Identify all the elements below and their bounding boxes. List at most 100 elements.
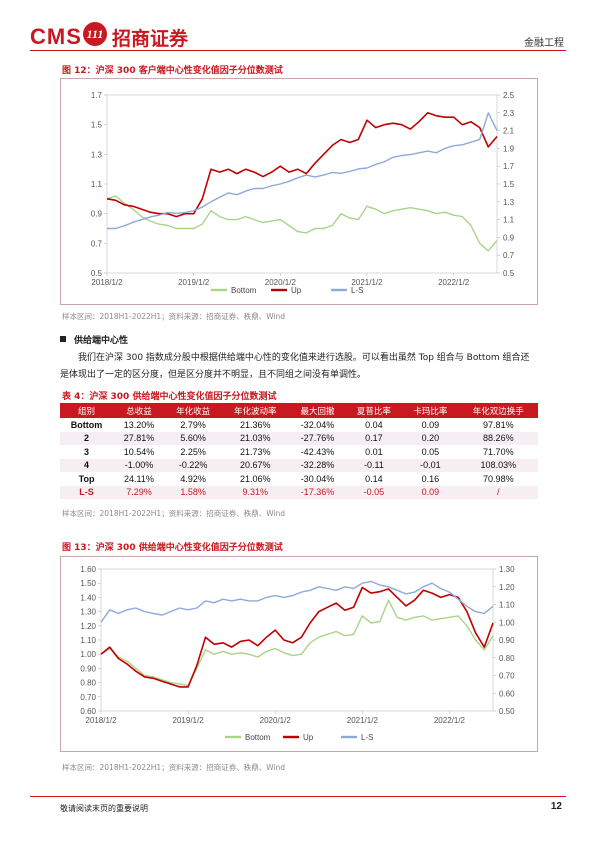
table-cell: -0.01 <box>402 458 459 472</box>
table-cell: 10.54% <box>123 446 155 457</box>
y-left-tick-label: 1.7 <box>91 91 103 100</box>
y-right-tick-label: 1.9 <box>503 144 515 153</box>
y-right-tick-label: 1.3 <box>503 198 515 207</box>
table-cell: -1.00% <box>113 458 165 472</box>
y-right-tick-label: 0.60 <box>499 689 515 698</box>
y-left-tick-label: 1.5 <box>91 121 103 130</box>
table-cell: 2.79% <box>180 419 206 430</box>
y-left-tick-label: 0.80 <box>80 679 96 688</box>
y-left-tick-label: 1.30 <box>80 608 96 617</box>
y-left-tick-label: 1.40 <box>80 593 96 602</box>
section-heading: 供给端中心性 <box>60 333 128 346</box>
table-cell: 0.14 <box>365 473 383 484</box>
table-cell: 70.98% <box>483 473 514 484</box>
table-cell: 21.06% <box>240 473 271 484</box>
table-cell: 0.09 <box>421 419 440 430</box>
y-left-tick-label: 1.3 <box>91 150 103 159</box>
x-tick-label: 2019/1/2 <box>178 278 210 287</box>
y-left-tick-label: 0.9 <box>91 210 103 219</box>
figure-13-title: 图 13：沪深 300 供给端中心性变化值因子分位数测试 <box>62 543 283 553</box>
footer-disclaimer: 敬请阅读末页的重要说明 <box>60 804 148 813</box>
table-cell: 4.92% <box>180 473 206 484</box>
y-left-tick-label: 0.90 <box>80 664 96 673</box>
table-cell: 97.81% <box>483 419 514 430</box>
figure-13-frame: 0.60 0.70 0.80 0.90 1.00 1.10 1.20 1.30 1.40 1.50… <box>60 556 538 752</box>
table-cell: -27.76% <box>289 431 346 445</box>
y-right-tick-label: 2.5 <box>503 91 515 100</box>
table-row: 3 10.54% 2.25% 21.73% -42.43% 0.01 0.05 71.70% <box>60 445 538 459</box>
y-right-tick-label: 0.50 <box>499 707 515 716</box>
table-cell: 2.25% <box>180 446 206 457</box>
table-cell: -42.43% <box>300 446 335 457</box>
table-cell: -0.11 <box>345 458 403 472</box>
x-tick-label: 2020/1/2 <box>265 278 297 287</box>
series-line-bottom <box>100 599 494 687</box>
y-right-tick-label: 1.30 <box>499 565 515 574</box>
y-left-tick-label: 1.1 <box>91 180 103 189</box>
table-cell: 1.58% <box>164 485 222 499</box>
y-right-tick-label: 1.00 <box>499 618 515 627</box>
y-right-tick-label: 1.7 <box>503 162 515 171</box>
table-cell: -32.28% <box>289 458 346 472</box>
table-header-cell: 年化波动率 <box>221 403 290 418</box>
figure-12-chart: 0.5 0.7 0.9 1.1 1.3 1.5 1.7 0.5 0.7 0.9 1.1 1.3 1.5 1… <box>91 91 515 295</box>
legend-label: Up <box>291 286 302 295</box>
plot-area <box>106 94 498 274</box>
table-header-cell: 总收益 <box>113 403 165 418</box>
y-right-tick-label: 1.10 <box>499 601 515 610</box>
table-row: 4 -1.00% -0.22% 20.67% -32.28% -0.11 -0.01 108.… <box>60 458 538 472</box>
y-right-tick-label: 0.80 <box>499 654 515 663</box>
table-header-cell: 年化双边换手 <box>458 403 538 418</box>
table-row-label: L-S <box>60 485 114 499</box>
table-cell: 27.81% <box>113 431 165 445</box>
table-cell: 0.05 <box>421 446 440 457</box>
table-header-cell: 组别 <box>60 403 114 418</box>
y-left-tick-label: 1.00 <box>80 650 96 659</box>
table-cell: 21.36% <box>240 419 271 430</box>
table-cell: -30.04% <box>300 473 335 484</box>
x-tick-label: 2019/1/2 <box>173 716 205 725</box>
y-right-tick-label: 0.70 <box>499 672 515 681</box>
y-left-tick-label: 1.60 <box>80 565 96 574</box>
logo-company-name: 招商证券 <box>112 28 189 50</box>
table-row-label: 2 <box>60 431 114 445</box>
table-row: L-S 7.29% 1.58% 9.31% -17.36% -0.05 0.09/ <box>60 485 538 499</box>
table-cell: 9.31% <box>221 485 290 499</box>
y-right-tick-label: 0.5 <box>503 269 515 278</box>
table-header-cell: 夏普比率 <box>345 403 403 418</box>
x-tick-label: 2020/1/2 <box>260 716 292 725</box>
legend-label: Bottom <box>231 286 257 295</box>
table-cell: 0.04 <box>365 419 383 430</box>
y-right-tick-label: 1.20 <box>499 583 515 592</box>
table-row-label: 3 <box>84 446 90 457</box>
table-cell: 5.60% <box>164 431 222 445</box>
y-right-tick-label: 0.9 <box>503 233 515 242</box>
header-category: 金融工程 <box>524 38 564 49</box>
section-heading-text: 供给端中心性 <box>74 336 129 346</box>
y-right-tick-label: 2.3 <box>503 109 515 118</box>
table-cell: 21.73% <box>240 446 271 457</box>
figure-13-source: 样本区间：2018H1-2022H1；资料来源：招商证券、秩鼎、Wind <box>62 763 286 772</box>
table-row-label: Top <box>78 473 95 484</box>
table-4: 组别 总收益 年化收益 年化波动率 最大回撤 夏普比率 卡玛比率 年化双边换手 Bottom 1… <box>60 403 538 499</box>
figure-13-chart: 0.60 0.70 0.80 0.90 1.00 1.10 1.20 1.30 1.40 1.50… <box>80 565 515 742</box>
table-cell: 0.01 <box>365 446 383 457</box>
header-divider <box>30 50 566 51</box>
y-left-tick-label: 1.10 <box>80 636 96 645</box>
x-tick-label: 2018/1/2 <box>85 716 117 725</box>
legend-label: L-S <box>351 286 363 295</box>
figure-12-frame: 0.5 0.7 0.9 1.1 1.3 1.5 1.7 0.5 0.7 0.9 1.1 1.3 1.5 1… <box>60 78 538 305</box>
table-4-source: 样本区间：2018H1-2022H1；资料来源：招商证券、秩鼎、Wind <box>62 509 286 518</box>
legend-label: L-S <box>361 733 373 742</box>
figure-12-source: 样本区间：2018H1-2022H1；资料来源：招商证券、秩鼎、Wind <box>62 312 286 321</box>
table-cell: 0.09 <box>402 485 459 499</box>
y-left-tick-label: 1.20 <box>80 622 96 631</box>
table-cell: 20.67% <box>221 458 290 472</box>
table-cell: -17.36% <box>289 485 346 499</box>
table-cell: 0.16 <box>421 473 440 484</box>
table-cell: 13.20% <box>123 419 155 430</box>
series-line-up <box>106 111 498 218</box>
x-tick-label: 2018/1/2 <box>91 278 123 287</box>
series-line-l-s <box>107 112 498 230</box>
legend-label: Bottom <box>245 733 271 742</box>
